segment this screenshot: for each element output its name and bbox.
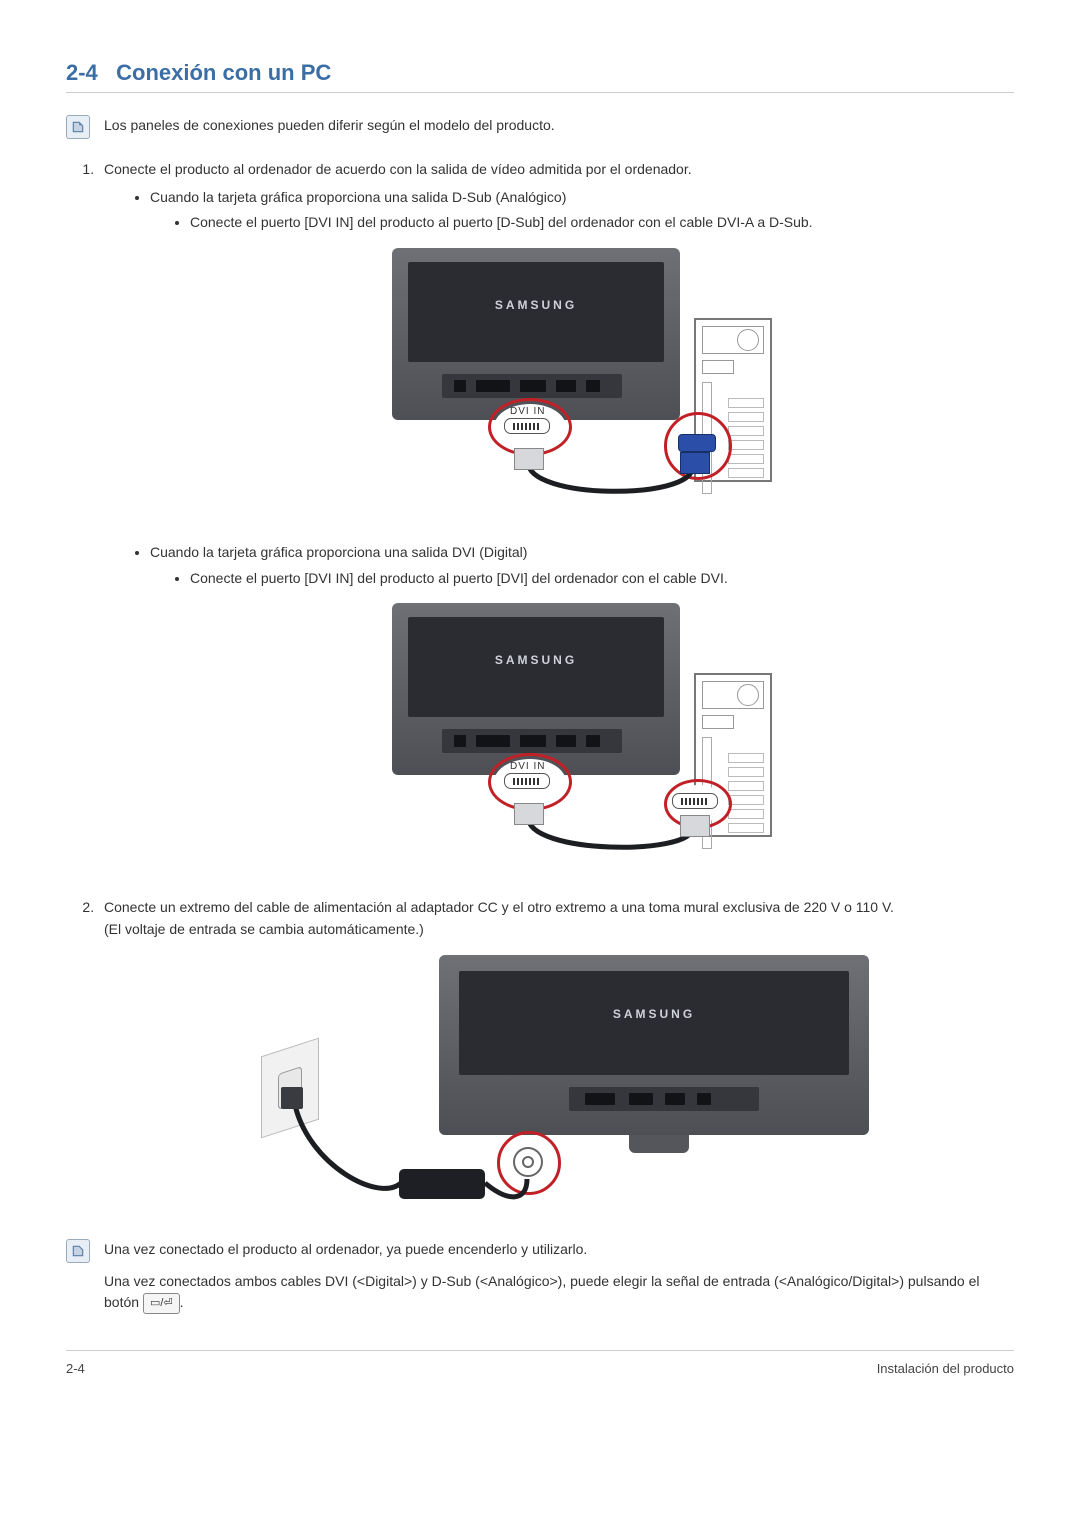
- manual-page: 2-4 Conexión con un PC Los paneles de co…: [0, 0, 1080, 1416]
- outro-note: Una vez conectado el producto al ordenad…: [66, 1239, 1014, 1324]
- note-icon: [66, 1239, 90, 1263]
- cable-dvia-dsub: [392, 248, 772, 518]
- page-footer: 2-4 Instalación del producto: [66, 1350, 1014, 1376]
- plug-dvi-icon: [680, 815, 710, 837]
- step-1a-heading: Cuando la tarjeta gráfica proporciona un…: [150, 187, 1014, 518]
- source-button-glyph: ▭/⏎: [143, 1293, 180, 1314]
- step-1a-bullet: Conecte el puerto [DVI IN] del producto …: [190, 212, 1014, 234]
- step-1b-heading: Cuando la tarjeta gráfica proporciona un…: [150, 542, 1014, 873]
- intro-note-text: Los paneles de conexiones pueden diferir…: [104, 115, 555, 137]
- footer-left: 2-4: [66, 1361, 85, 1376]
- plug-dvi-icon: [514, 448, 544, 470]
- step-1b-bullet: Conecte el puerto [DVI IN] del producto …: [190, 568, 1014, 590]
- note-icon: [66, 115, 90, 139]
- outro-note-body: Una vez conectado el producto al ordenad…: [104, 1239, 1014, 1324]
- step-2: Conecte un extremo del cable de alimenta…: [98, 897, 1014, 1214]
- step-2-text: Conecte un extremo del cable de alimenta…: [104, 899, 894, 915]
- wall-plug-icon: [281, 1087, 303, 1109]
- plug-dvi-icon: [514, 803, 544, 825]
- section-number: 2-4: [66, 60, 98, 85]
- outro-line-2: Una vez conectados ambos cables DVI (<Di…: [104, 1271, 1014, 1315]
- section-title: Conexión con un PC: [116, 60, 331, 85]
- section-heading: 2-4 Conexión con un PC: [66, 60, 1014, 93]
- step-1: Conecte el producto al ordenador de acue…: [98, 159, 1014, 873]
- step-2-paren: (El voltaje de entrada se cambia automát…: [104, 921, 424, 937]
- figure-dsub-connection: SAMSUNG: [150, 248, 1014, 518]
- outro-line-1: Una vez conectado el producto al ordenad…: [104, 1239, 1014, 1261]
- power-cable: [249, 955, 869, 1215]
- footer-right: Instalación del producto: [877, 1361, 1014, 1376]
- figure-power-connection: SAMSUNG: [104, 955, 1014, 1215]
- figure-dvi-connection: SAMSUNG: [150, 603, 1014, 873]
- steps-list: Conecte el producto al ordenador de acue…: [66, 159, 1014, 1215]
- step-1-text: Conecte el producto al ordenador de acue…: [104, 161, 692, 177]
- cable-dvi: [392, 603, 772, 873]
- plug-vga-icon: [680, 452, 710, 474]
- intro-note: Los paneles de conexiones pueden diferir…: [66, 115, 1014, 139]
